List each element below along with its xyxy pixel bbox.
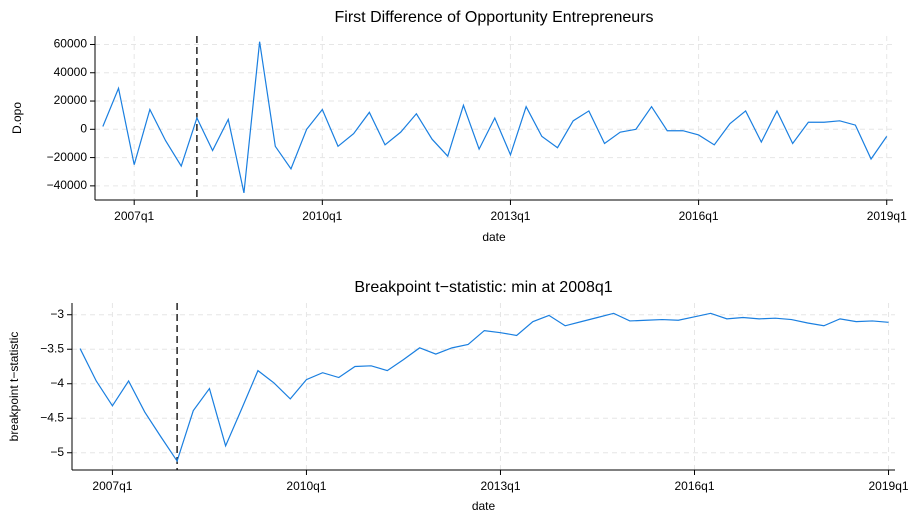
x-tick-label: 2010q1 xyxy=(302,209,342,223)
y-tick-label: −20000 xyxy=(47,150,88,164)
x-tick-label: 2016q1 xyxy=(679,209,719,223)
y-tick-label: 0 xyxy=(80,121,87,135)
y-tick-label: 40000 xyxy=(54,65,88,79)
y-axis-label: breakpoint t−statistic xyxy=(7,332,21,442)
x-tick-label: 2019q1 xyxy=(867,209,907,223)
x-tick-label: 2013q1 xyxy=(490,209,530,223)
y-tick-label: −5 xyxy=(50,445,64,459)
x-tick-label: 2007q1 xyxy=(114,209,154,223)
data-line xyxy=(79,312,889,463)
x-tick-label: 2010q1 xyxy=(286,479,326,493)
y-tick-label: −3 xyxy=(50,307,64,321)
x-tick-label: 2013q1 xyxy=(480,479,520,493)
chart-title: Breakpoint t−statistic: min at 2008q1 xyxy=(354,279,612,296)
x-axis-label: date xyxy=(482,230,506,244)
y-tick-label: −40000 xyxy=(47,178,88,192)
y-axis-label: D.opo xyxy=(10,102,24,134)
x-tick-label: 2019q1 xyxy=(869,479,909,493)
x-tick-label: 2016q1 xyxy=(674,479,714,493)
y-tick-label: 60000 xyxy=(54,37,88,51)
y-tick-label: −4 xyxy=(50,376,64,390)
y-tick-label: 20000 xyxy=(54,93,88,107)
x-tick-label: 2007q1 xyxy=(92,479,132,493)
y-tick-label: −3.5 xyxy=(40,341,64,355)
y-tick-label: −4.5 xyxy=(40,410,64,424)
chart-title: First Difference of Opportunity Entrepre… xyxy=(335,9,654,26)
x-axis-label: date xyxy=(472,499,496,513)
data-line xyxy=(102,41,888,194)
